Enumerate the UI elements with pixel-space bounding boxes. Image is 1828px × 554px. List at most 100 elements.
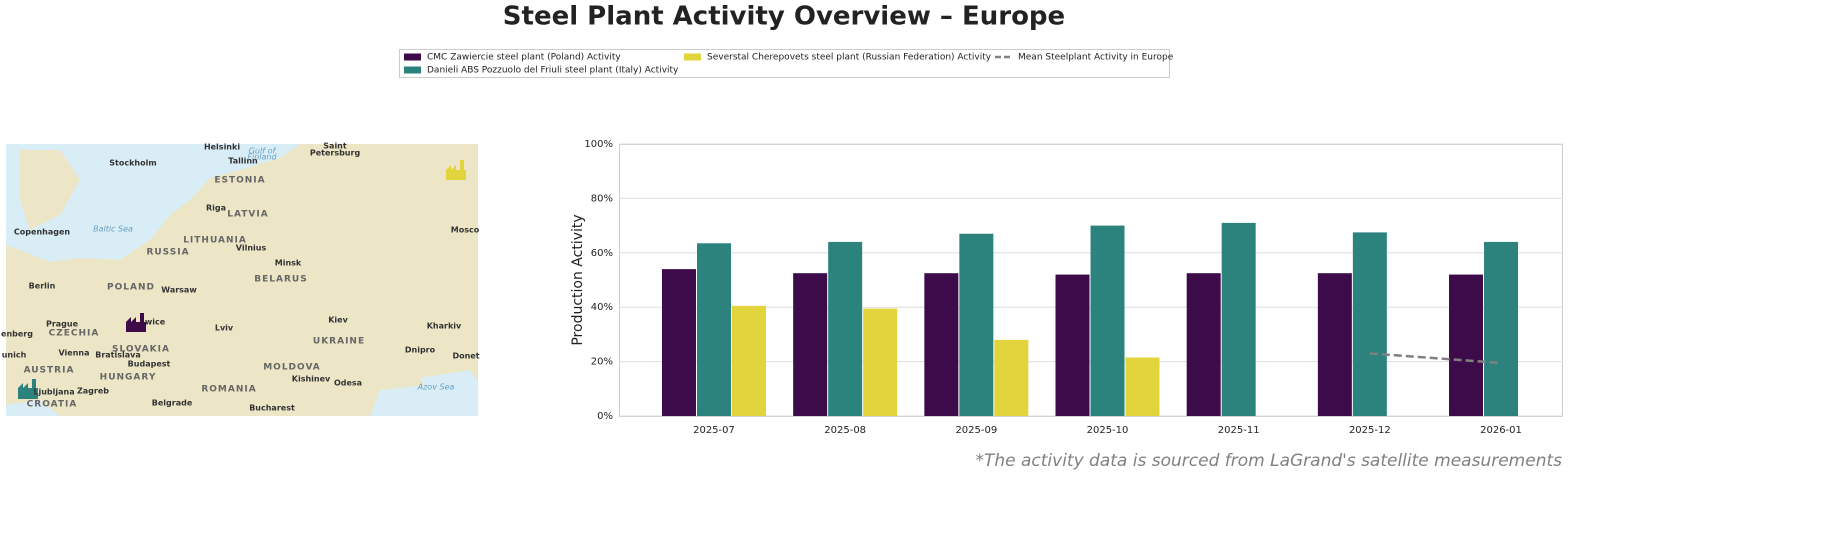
map-label: Minsk xyxy=(275,259,302,268)
plant-icon xyxy=(446,160,466,180)
map-label: UKRAINE xyxy=(313,337,365,347)
map-label: Belgrade xyxy=(152,399,193,408)
x-tick-label: 2025-08 xyxy=(824,425,866,436)
map-label: RUSSIA xyxy=(146,248,189,258)
map-label: Prague xyxy=(46,320,79,329)
bar xyxy=(959,233,994,416)
bar xyxy=(863,308,898,416)
bar xyxy=(793,273,828,416)
map-label: ROMANIA xyxy=(201,385,256,395)
map-label: Baltic Sea xyxy=(93,225,133,234)
map-sea xyxy=(6,144,300,262)
bar xyxy=(1186,273,1221,416)
map-label: Azov Sea xyxy=(417,383,455,392)
x-tick-label: 2025-09 xyxy=(955,425,997,436)
bar xyxy=(828,241,863,416)
legend-swatch xyxy=(404,66,421,74)
legend-label: Danieli ABS Pozzuolo del Friuli steel pl… xyxy=(427,66,679,76)
footnote: *The activity data is sourced from LaGra… xyxy=(975,451,1562,471)
x-tick-label: 2025-10 xyxy=(1087,425,1129,436)
map-label: unich xyxy=(2,351,27,360)
map-label: Warsaw xyxy=(161,286,197,295)
x-tick-label: 2025-07 xyxy=(693,425,735,436)
map-label: Lviv xyxy=(215,324,234,333)
bar xyxy=(1090,225,1125,416)
map-label: HUNGARY xyxy=(100,373,157,383)
map-label: Tallinn xyxy=(228,157,258,166)
legend-box xyxy=(399,49,1170,78)
x-tick-label: 2026-01 xyxy=(1480,425,1522,436)
legend-swatch xyxy=(404,53,421,61)
map-label: enberg xyxy=(1,330,33,339)
bar xyxy=(1055,274,1090,416)
map-label: Ljubljana xyxy=(33,388,74,397)
map-label: SLOVAKIA xyxy=(112,345,170,355)
bar xyxy=(1352,232,1387,416)
y-tick-label: 40% xyxy=(591,302,613,313)
legend-label: CMC Zawiercie steel plant (Poland) Activ… xyxy=(427,53,621,63)
y-tick-label: 100% xyxy=(584,139,613,150)
map-label: Berlin xyxy=(29,282,56,291)
map-label: Vilnius xyxy=(236,244,267,253)
map-label: AUSTRIA xyxy=(24,366,75,376)
map-label: Kharkiv xyxy=(427,322,462,331)
map-label: Gulf of xyxy=(249,147,277,156)
mean-line xyxy=(1369,352,1502,365)
map-label: Zagreb xyxy=(77,387,109,396)
map-label: Kiev xyxy=(328,316,348,325)
bar xyxy=(1449,274,1484,416)
map-label: Petersburg xyxy=(310,149,361,158)
map-label: Donet xyxy=(452,352,479,361)
map-label: Helsinki xyxy=(204,143,240,152)
map-label: Bucharest xyxy=(249,404,295,413)
bar xyxy=(732,305,766,416)
map-label: Vienna xyxy=(58,349,89,358)
bar xyxy=(924,273,959,416)
y-tick-label: 80% xyxy=(591,193,613,204)
map-label: LITHUANIA xyxy=(183,236,247,246)
bar xyxy=(662,269,696,416)
bar xyxy=(1125,357,1160,416)
y-tick-label: 60% xyxy=(591,248,613,259)
map-label: Riga xyxy=(206,204,226,213)
map-label: CZECHIA xyxy=(49,329,100,339)
legend-swatch xyxy=(684,53,701,61)
map-label: BELARUS xyxy=(254,275,307,285)
map-label: Saint xyxy=(323,142,347,151)
legend-label: Mean Steelplant Activity in Europe xyxy=(1018,53,1174,63)
map-label: Finland xyxy=(247,153,277,162)
plant-icon xyxy=(18,379,38,399)
y-axis-label: Production Activity xyxy=(570,214,586,345)
x-tick-label: 2025-12 xyxy=(1349,425,1391,436)
map-label: POLAND xyxy=(107,283,155,293)
map-label: wice xyxy=(145,318,166,327)
bar xyxy=(1317,273,1352,416)
map-label: MOLDOVA xyxy=(263,363,321,373)
map-label: ESTONIA xyxy=(214,176,265,186)
y-tick-label: 0% xyxy=(597,411,613,422)
map-label: Mosco xyxy=(451,226,480,235)
map-label: CROATIA xyxy=(27,400,78,410)
legend-label: Severstal Cherepovets steel plant (Russi… xyxy=(707,53,992,63)
map-label: LATVIA xyxy=(227,210,268,220)
map-sea xyxy=(6,400,60,416)
x-tick-label: 2025-11 xyxy=(1218,425,1260,436)
map-label: Kishinev xyxy=(292,375,331,384)
plant-icon xyxy=(126,313,146,332)
map-label: Dnipro xyxy=(405,346,436,355)
map-label: Stockholm xyxy=(109,159,156,168)
bar xyxy=(994,339,1029,416)
map-label: Odesa xyxy=(334,379,362,388)
bar xyxy=(1221,222,1256,416)
map-label: Bratislava xyxy=(95,351,141,360)
map-label: Budapest xyxy=(128,360,171,369)
map-label: Copenhagen xyxy=(14,228,70,237)
y-tick-label: 20% xyxy=(591,357,613,368)
map-sea xyxy=(420,370,478,395)
bar xyxy=(697,243,731,416)
bar xyxy=(1484,241,1519,416)
chart-title: Steel Plant Activity Overview – Europe xyxy=(503,2,1065,32)
